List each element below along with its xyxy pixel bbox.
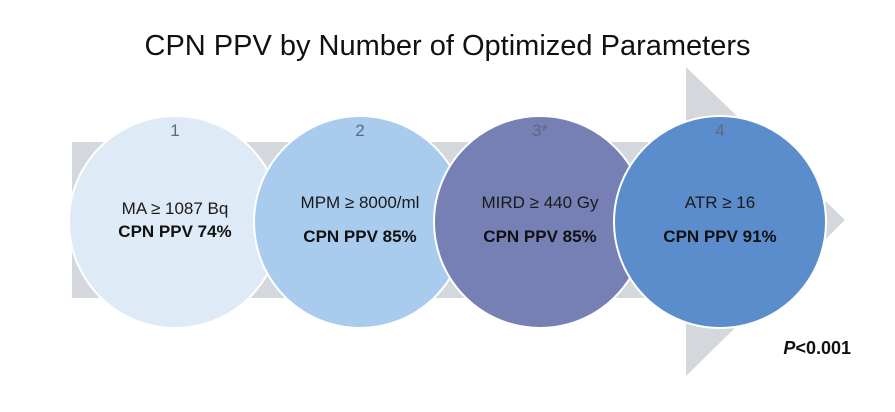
step-circle-3: 3* MIRD ≥ 440 Gy CPN PPV 85% [433,115,647,329]
diagram-title: CPN PPV by Number of Optimized Parameter… [144,30,751,62]
step-circle-2: 2 MPM ≥ 8000/ml CPN PPV 85% [253,115,467,329]
step-parameter: MIRD ≥ 440 Gy [481,193,599,212]
step-number: 2 [355,121,365,140]
step-ppv: CPN PPV 85% [483,227,597,246]
step-ppv: CPN PPV 74% [118,222,232,241]
step-circle-1: 1 MA ≥ 1087 Bq CPN PPV 74% [68,115,282,329]
p-value-letter: P [783,338,796,358]
step-parameter: ATR ≥ 16 [684,193,756,212]
step-ppv: CPN PPV 85% [303,227,417,246]
step-number: 3* [531,121,549,140]
p-value: P<0.001 [783,338,851,359]
step-number: 4 [715,121,725,140]
step-circle-4: 4 ATR ≥ 16 CPN PPV 91% [613,115,827,329]
step-parameter: MPM ≥ 8000/ml [300,193,420,212]
step-number: 1 [170,121,180,140]
step-ppv: CPN PPV 91% [663,227,777,246]
p-value-number: <0.001 [795,338,851,358]
step-parameter: MA ≥ 1087 Bq [121,199,229,218]
